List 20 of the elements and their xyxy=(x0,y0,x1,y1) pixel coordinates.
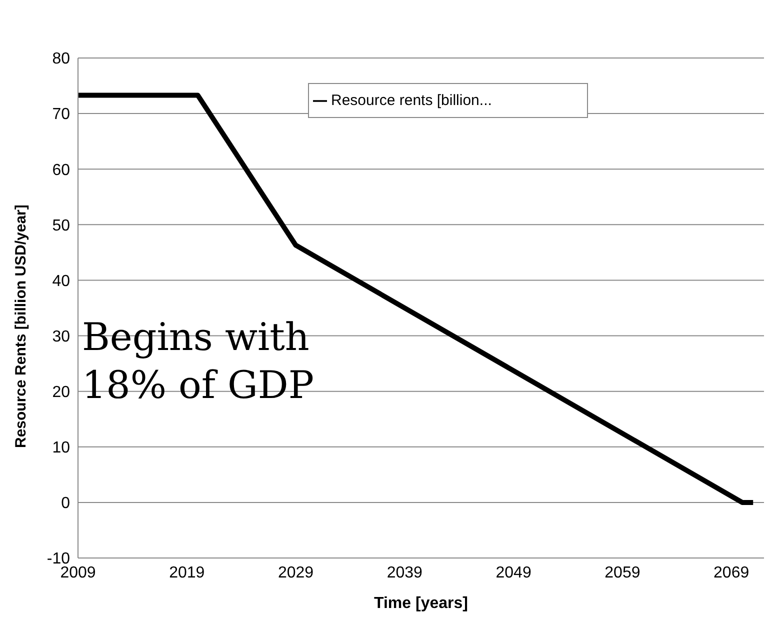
annotation: Begins with 18% of GDP xyxy=(82,314,315,409)
y-tick-label: 0 xyxy=(61,495,70,512)
y-tick-label: 80 xyxy=(52,50,70,68)
y-tick-label: 60 xyxy=(52,162,70,179)
y-tick-label: 50 xyxy=(52,217,70,234)
x-tick-label: 2069 xyxy=(714,564,750,582)
x-tick-label: 2019 xyxy=(169,564,205,582)
y-tick-label: 10 xyxy=(52,440,70,457)
x-tick-label: 2059 xyxy=(604,564,640,582)
x-axis-title: Time [years] xyxy=(374,595,468,612)
x-tick-label: 2029 xyxy=(278,564,314,582)
y-tick-label: 70 xyxy=(52,106,70,124)
y-tick-label: 30 xyxy=(52,328,70,346)
y-axis-title: Resource Rents [billion USD/year] xyxy=(12,204,30,448)
y-tick-label: 20 xyxy=(52,384,70,402)
y-tick-label: 40 xyxy=(52,272,70,290)
x-tick-label: 2049 xyxy=(496,564,532,582)
x-tick-label: 2009 xyxy=(60,564,96,582)
x-tick-label: 2039 xyxy=(386,564,423,582)
legend-label: Resource rents [billion... xyxy=(331,92,492,109)
